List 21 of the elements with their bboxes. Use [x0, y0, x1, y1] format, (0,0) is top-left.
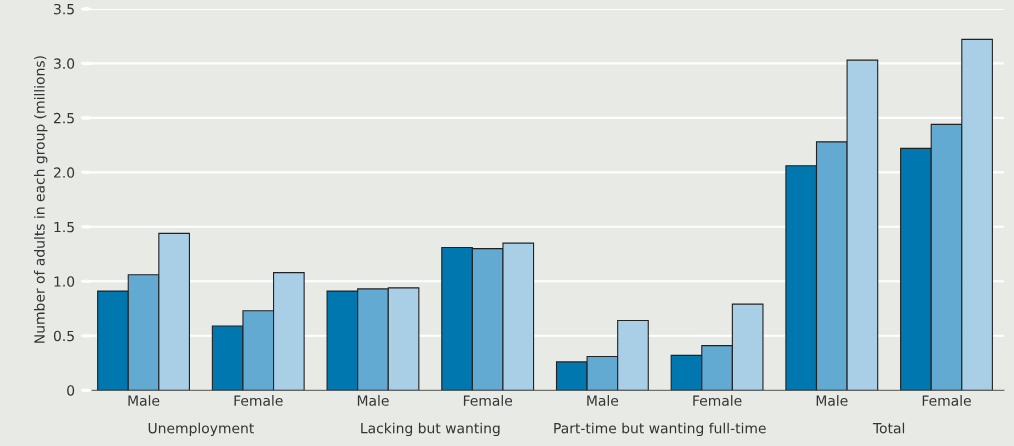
x-tick-label: Male: [357, 395, 389, 406]
y-axis-title: Number of adults in each group (millions): [33, 56, 48, 343]
y-tick-label: 2.0: [54, 167, 75, 178]
y-tick-label: 3.0: [54, 58, 75, 69]
text: Unemployment: [148, 422, 254, 437]
x-tick-label: Female: [922, 395, 971, 406]
x-tick-label: Female: [693, 395, 742, 406]
y-tick-label: 3.5: [54, 3, 74, 15]
y-tick-label: 0.5: [53, 330, 74, 342]
y-tick-label: 1.0: [54, 276, 75, 287]
x-tick-label: Male: [587, 395, 619, 406]
x-tick-label: Female: [234, 395, 283, 406]
text: Lacking but wanting: [361, 422, 500, 437]
x-tick-label: Female: [463, 395, 513, 406]
text: Total: [872, 422, 905, 434]
text: Part-time but wanting full-time: [554, 422, 766, 437]
y-tick-label: 1.5: [54, 221, 74, 233]
y-tick-label: 0: [67, 385, 75, 396]
y-tick-label: 2.5: [54, 112, 74, 124]
x-tick-label: Male: [816, 395, 848, 406]
x-tick-label: Male: [128, 395, 160, 406]
